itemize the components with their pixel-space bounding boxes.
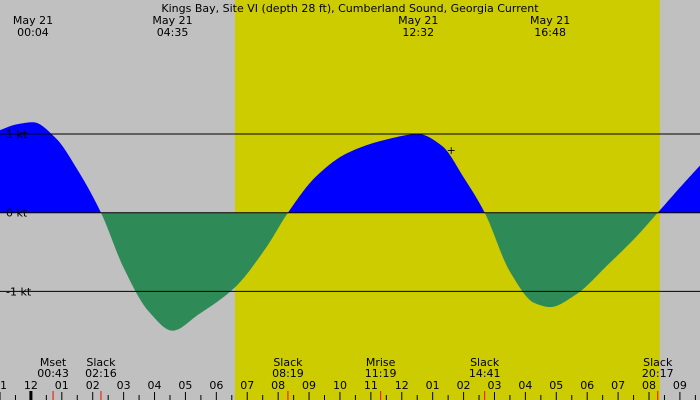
- hour-label: 10: [333, 379, 347, 392]
- hour-label: 01: [55, 379, 69, 392]
- moon-event-time: 00:43: [37, 367, 69, 380]
- slack-event-label: Slack: [643, 356, 673, 369]
- extreme-time: 00:04: [17, 26, 49, 39]
- hour-label: 11: [364, 379, 378, 392]
- moon-event-label: Mrise: [366, 356, 396, 369]
- y-label: 0 kt: [6, 207, 28, 220]
- chart-title: Kings Bay, Site VI (depth 28 ft), Cumber…: [161, 2, 539, 15]
- moon-event-time: 11:19: [365, 367, 397, 380]
- hour-label: 04: [518, 379, 532, 392]
- hour-label: 07: [611, 379, 625, 392]
- hour-axis-labels: 11 12 01 02 03 04 05 06 07 08 09 10 11 12 01 02 03 04 05 06…: [0, 379, 687, 392]
- hour-label: 05: [178, 379, 192, 392]
- slack-event-time: 14:41: [469, 367, 501, 380]
- hour-label: 02: [457, 379, 471, 392]
- ebb-current-area: [0, 212, 700, 331]
- hour-label: 08: [642, 379, 656, 392]
- moon-event-label: Mset: [40, 356, 67, 369]
- event-labels: Slack02:16Slack08:19Slack14:41Slack20:17…: [37, 356, 673, 380]
- extreme-time: 04:35: [157, 26, 189, 39]
- hour-label: 12: [395, 379, 409, 392]
- y-label: -1 kt: [6, 285, 32, 298]
- hour-label: 03: [487, 379, 501, 392]
- extreme-date: May 21: [13, 14, 53, 27]
- hour-label: 09: [302, 379, 316, 392]
- cursor-marker: +: [447, 144, 456, 157]
- y-label: 1 kt: [6, 128, 28, 141]
- slack-event-label: Slack: [86, 356, 116, 369]
- midnight-marker: [29, 391, 33, 400]
- flood-current-area: [0, 122, 700, 213]
- extreme-date: May 21: [152, 14, 192, 27]
- hour-label: 02: [86, 379, 100, 392]
- hour-label: 08: [271, 379, 285, 392]
- hour-label: 03: [117, 379, 131, 392]
- slack-event-time: 02:16: [85, 367, 117, 380]
- extreme-time: 16:48: [534, 26, 566, 39]
- slack-event-time: 08:19: [272, 367, 304, 380]
- slack-event-time: 20:17: [642, 367, 674, 380]
- extreme-date: May 21: [530, 14, 570, 27]
- hour-label: 01: [426, 379, 440, 392]
- extreme-time: 12:32: [402, 26, 434, 39]
- hour-label: 06: [209, 379, 223, 392]
- hour-label: 09: [673, 379, 687, 392]
- hour-label: 06: [580, 379, 594, 392]
- y-gridlines: [0, 133, 700, 292]
- hour-label: 11: [0, 379, 7, 392]
- hour-label: 05: [549, 379, 563, 392]
- hour-label: 04: [148, 379, 162, 392]
- hour-ticks: [0, 391, 696, 400]
- hour-label: 12: [24, 379, 38, 392]
- hour-label: 07: [240, 379, 254, 392]
- slack-event-label: Slack: [273, 356, 303, 369]
- slack-event-label: Slack: [470, 356, 500, 369]
- y-axis-labels: 1 kt 0 kt -1 kt: [6, 128, 32, 298]
- extreme-date: May 21: [398, 14, 438, 27]
